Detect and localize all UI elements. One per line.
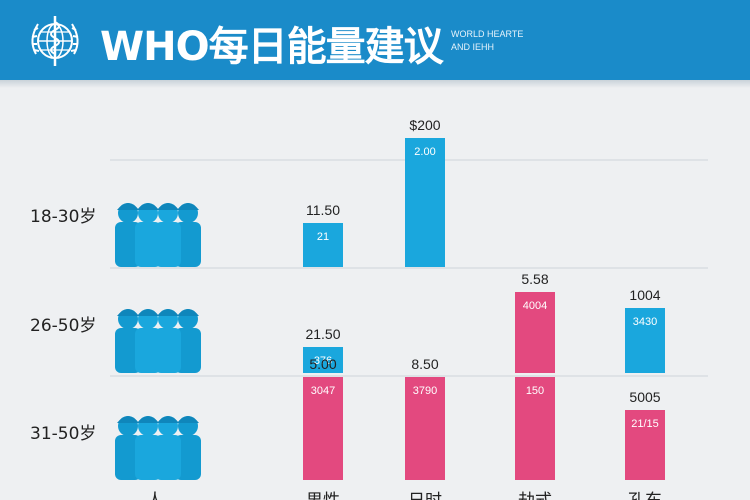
category-label: 人 [147,491,164,500]
bar-inner-label: 3047 [311,385,335,397]
bar-value-label: 5.00 [309,356,336,372]
bar [303,223,343,267]
bar [405,377,445,480]
age-group-label: 31-50岁 [30,424,96,444]
bar-value-label: 11.50 [306,202,340,218]
bar-inner-label: 2.00 [414,146,435,158]
person-body [115,435,141,480]
people-group-icon [115,416,201,480]
person-body [155,435,181,480]
bar-inner-label: 3790 [413,385,437,397]
bar-value-label: 8.50 [411,356,438,372]
category-label: 日时 [408,491,442,500]
category-label: 劫式 [518,491,552,500]
person-body [135,435,161,480]
person-body [115,328,141,373]
person-hair [157,309,179,316]
bar-value-label: $200 [409,117,440,133]
bar-inner-label: 150 [526,385,544,397]
people-group-icon [115,203,201,267]
page-title: WHO每日能量建议 [100,24,444,70]
bar-value-label: 5.58 [521,271,548,287]
subtitle-line-1: WORLD HEARTE [451,29,524,39]
person-body [135,222,161,267]
person-body [175,328,201,373]
person-hair [117,203,139,210]
person-hair [177,203,199,210]
who-emblem-icon [31,16,79,66]
person-hair [177,416,199,423]
person-body [155,222,181,267]
person-hair [137,203,159,210]
category-label: 男性 [306,491,340,500]
bar-value-label: 5005 [629,389,660,405]
person-body [175,435,201,480]
person-body [175,222,201,267]
bar-inner-label: 21/15 [631,418,659,430]
person-hair [137,309,159,316]
person-hair [117,309,139,316]
header-subtitle: WORLD HEARTE AND IEHH [451,28,523,54]
bar [515,377,555,480]
bar-value-label: 21.50 [305,326,340,342]
person-hair [137,416,159,423]
bar [303,377,343,480]
bar-inner-label: 3430 [633,316,657,328]
bar [625,308,665,373]
subtitle-line-2: AND IEHH [451,42,495,52]
bar [303,347,343,373]
person-hair [157,203,179,210]
bar-inner-label: 4004 [523,300,547,312]
person-hair [177,309,199,316]
age-group-label: 18-30岁 [30,207,96,227]
bar-value-label: 1004 [629,287,660,303]
person-body [155,328,181,373]
age-group-label: 26-50岁 [30,316,96,336]
category-label: 孔东 [628,491,662,500]
bar [405,138,445,267]
person-hair [117,416,139,423]
header-shadow [0,80,750,88]
person-body [135,328,161,373]
people-group-icon [115,309,201,373]
header-bar: WHO每日能量建议 WORLD HEARTE AND IEHH [0,0,750,80]
person-body [115,222,141,267]
bar-inner-label: 376 [314,355,332,367]
person-hair [157,416,179,423]
bar-inner-label: 21 [317,231,329,243]
bar [515,292,555,373]
bar [625,410,665,480]
